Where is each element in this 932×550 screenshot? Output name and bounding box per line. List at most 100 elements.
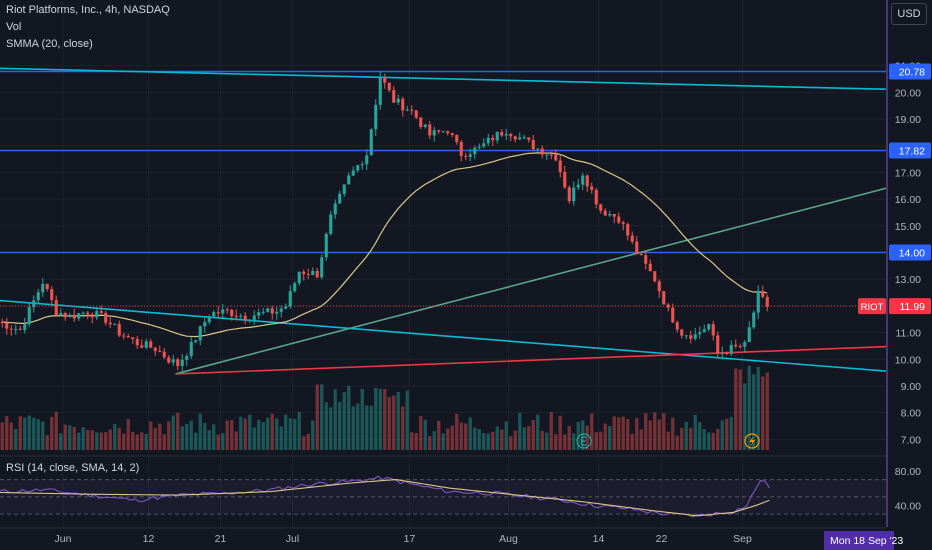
volume-bar [194,432,198,450]
candle-body [329,214,333,234]
volume-bar [576,421,580,450]
volume-bar [594,432,598,450]
volume-bar [554,434,558,450]
price-tick-label: 11.00 [896,328,922,340]
volume-bar [14,428,18,450]
candle-body [599,204,603,211]
candle-body [275,311,279,314]
candle-body [491,137,495,141]
candle-body [653,271,657,282]
volume-bar [243,418,247,450]
rsi-tick-label: 40.00 [895,500,921,512]
candle-body [99,311,103,313]
candle-body [279,308,283,312]
candle-body [536,148,540,150]
candle-body [36,292,40,301]
candle-body [360,164,364,166]
volume-bar [212,424,216,450]
candle-body [158,351,162,353]
volume-bar [347,386,351,450]
candle-body [9,328,13,330]
candle-body [576,184,580,188]
currency-button[interactable]: USD [891,3,927,25]
level-price-badge [889,142,931,159]
volume-bar [221,433,225,450]
candle-body [212,312,216,317]
candle-body [752,312,756,328]
volume-bar [293,418,297,450]
volume-bar [320,384,324,450]
symbol-title: Riot Platforms, Inc., 4h, NASDAQ [6,4,170,16]
volume-bar [756,366,760,450]
volume-bar [261,422,265,450]
candle-body [729,344,733,354]
candle-body [27,307,31,325]
candle-body [203,322,207,327]
volume-bar [225,420,229,450]
volume-bar [18,416,22,450]
volume-bar [657,419,661,450]
candle-body [639,254,643,256]
candle-body [270,308,274,314]
candle-body [347,175,351,185]
volume-bar [185,423,189,450]
volume-bar [378,388,382,450]
candle-body [459,142,463,156]
volume-bar [504,421,508,450]
candle-body [54,299,58,316]
candle-body [482,143,486,147]
candle-body [230,309,234,316]
candle-body [131,337,135,339]
price-axis[interactable]: 7.008.009.0010.0011.0012.0013.0014.0015.… [858,0,932,550]
candle-body [324,233,328,258]
candle-body [95,311,99,318]
candle-body [756,290,760,313]
candle-body [423,124,427,127]
volume-bar [302,436,306,450]
candles [0,71,769,373]
candle-body [365,155,369,165]
volume-bar [572,433,576,450]
time-axis[interactable]: Jun 12 21 Jul 17 Aug 14 22 Sep Mon 18 Sep '23 [55,531,904,550]
volume-bar [720,420,724,450]
candle-body [446,131,450,134]
volume-bar [729,417,733,450]
volume-bar [158,423,162,450]
volume-bar [9,422,13,450]
candle-body [252,315,256,320]
volume-bar [396,392,400,450]
volume-bar [275,418,279,450]
candle-body [284,306,288,309]
lightning-icon-ring [744,433,760,449]
volume-bar [765,372,769,450]
volume-bar [752,374,756,450]
volume-bar [531,419,535,450]
volume-bar [522,427,526,450]
volume-bar [248,414,252,450]
volume-bar [450,425,454,450]
volume-bar [684,421,688,450]
volume-bar [50,416,54,450]
candle-body [743,342,747,347]
candle-body [153,347,157,352]
candle-body [221,309,225,314]
volume-bar [117,427,121,450]
level-price-badge [889,63,931,80]
volume-bar [63,424,67,450]
smma-legend: SMMA (20, close) [6,38,93,50]
volume-bar [167,421,171,450]
volume-bar [621,416,625,450]
candle-body [117,323,121,336]
candle-body [707,324,711,330]
candle-body [702,329,706,333]
candle-body [545,154,549,156]
drawing-lines[interactable] [0,67,905,375]
volume-bar [464,423,468,450]
volume-bars [0,365,769,450]
smma-line [2,152,768,338]
candle-body [527,137,531,140]
chart-icons[interactable] [576,433,760,449]
candle-body [171,359,175,363]
volume-bar [113,424,117,450]
